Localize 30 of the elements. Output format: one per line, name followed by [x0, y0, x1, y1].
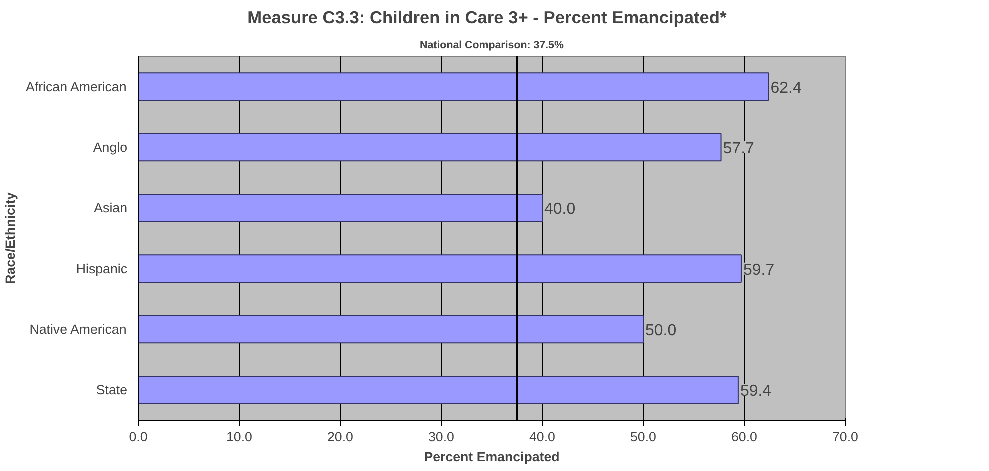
data-label: 50.0 — [646, 322, 677, 340]
x-tick-label: 0.0 — [129, 430, 148, 444]
x-tick-label: 10.0 — [226, 430, 252, 444]
ref-line-label: National Comparison: 37.5% — [420, 40, 564, 52]
x-tick-label: 30.0 — [428, 430, 454, 444]
bar — [138, 315, 644, 344]
chart-title: Measure C3.3: Children in Care 3+ - Percent Emancipated* — [248, 8, 727, 28]
data-label: 40.0 — [544, 201, 576, 218]
y-tick-label: Anglo — [93, 140, 128, 155]
x-tick-label: 70.0 — [832, 430, 858, 444]
data-label: 59.4 — [740, 383, 772, 400]
x-axis-title: Percent Emancipated — [424, 450, 560, 464]
x-tick-label: 60.0 — [732, 430, 758, 444]
bar — [138, 72, 770, 101]
x-tick-label: 50.0 — [630, 430, 656, 444]
bar — [138, 376, 739, 404]
bar — [138, 254, 742, 283]
bar — [138, 133, 722, 162]
x-tick-label: 40.0 — [530, 430, 556, 444]
y-axis-title: Race/Ethnicity — [3, 192, 18, 284]
bar — [138, 194, 543, 222]
y-tick-label: Native American — [30, 322, 127, 337]
data-label: 57.7 — [723, 140, 755, 158]
data-label: 59.7 — [743, 262, 775, 279]
data-label: 62.4 — [770, 80, 802, 97]
y-tick-label: African American — [26, 79, 127, 94]
y-tick-label: Asian — [94, 200, 128, 216]
y-tick-label: Hispanic — [76, 261, 128, 276]
y-tick-label: State — [96, 382, 128, 398]
x-tick-label: 20.0 — [328, 430, 354, 444]
